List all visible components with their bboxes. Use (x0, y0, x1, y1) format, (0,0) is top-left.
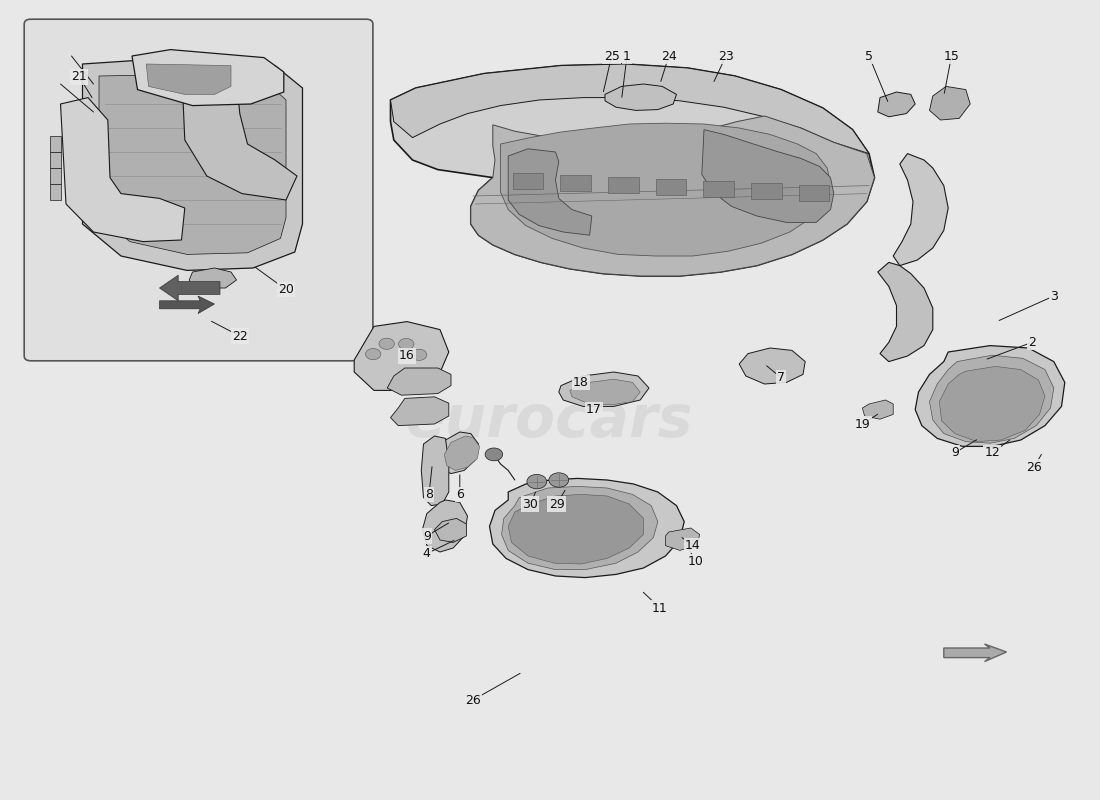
Text: 4: 4 (422, 547, 431, 560)
Polygon shape (502, 486, 658, 570)
Text: 1: 1 (623, 50, 631, 62)
Circle shape (549, 473, 569, 487)
Text: 17: 17 (586, 403, 602, 416)
Polygon shape (390, 64, 874, 276)
Circle shape (411, 349, 427, 360)
Polygon shape (421, 436, 449, 506)
Text: 3: 3 (1049, 290, 1058, 302)
Polygon shape (82, 60, 302, 270)
Polygon shape (508, 494, 644, 564)
Polygon shape (605, 84, 676, 110)
Polygon shape (508, 149, 592, 235)
Polygon shape (50, 184, 60, 200)
Text: 26: 26 (465, 694, 481, 706)
Text: 30: 30 (522, 498, 538, 510)
Text: 19: 19 (855, 418, 870, 430)
Text: 10: 10 (688, 555, 703, 568)
Text: 15: 15 (944, 50, 959, 62)
Polygon shape (182, 62, 297, 200)
Text: 14: 14 (685, 539, 701, 552)
Text: eurocars: eurocars (406, 391, 694, 449)
Polygon shape (160, 296, 215, 314)
Text: 9: 9 (950, 446, 959, 459)
Polygon shape (354, 322, 449, 390)
Polygon shape (50, 152, 60, 168)
Circle shape (485, 448, 503, 461)
Polygon shape (702, 130, 834, 222)
Polygon shape (387, 368, 451, 395)
Polygon shape (438, 432, 478, 474)
Text: 26: 26 (1026, 461, 1042, 474)
Text: 5: 5 (865, 50, 873, 62)
Text: 6: 6 (455, 488, 464, 501)
Circle shape (365, 349, 381, 360)
Circle shape (379, 338, 395, 350)
Polygon shape (390, 397, 449, 426)
Polygon shape (944, 644, 1006, 662)
Polygon shape (878, 262, 933, 362)
Polygon shape (500, 123, 830, 256)
Text: 8: 8 (425, 488, 433, 501)
Polygon shape (656, 179, 686, 195)
FancyBboxPatch shape (24, 19, 373, 361)
Polygon shape (608, 177, 639, 193)
Polygon shape (146, 64, 231, 94)
Polygon shape (60, 98, 185, 242)
Polygon shape (560, 175, 591, 191)
Polygon shape (422, 500, 468, 552)
Polygon shape (189, 268, 236, 288)
Polygon shape (390, 64, 869, 154)
Polygon shape (50, 136, 60, 152)
Polygon shape (513, 173, 543, 189)
Text: 2: 2 (1027, 336, 1036, 349)
Text: 12: 12 (984, 446, 1000, 459)
Polygon shape (160, 275, 220, 301)
Text: 9: 9 (422, 530, 431, 542)
Polygon shape (930, 355, 1054, 443)
Text: 11: 11 (652, 602, 668, 614)
Text: 23: 23 (718, 50, 734, 62)
Polygon shape (559, 372, 649, 406)
Text: 24: 24 (661, 50, 676, 62)
Polygon shape (132, 50, 284, 106)
Polygon shape (930, 86, 970, 120)
Polygon shape (862, 400, 893, 419)
Text: 18: 18 (573, 376, 588, 389)
Text: 16: 16 (399, 350, 415, 362)
Polygon shape (893, 154, 948, 266)
Text: 25: 25 (604, 50, 619, 62)
Polygon shape (99, 75, 286, 254)
Text: 20: 20 (278, 283, 294, 296)
Polygon shape (878, 92, 915, 117)
Text: 7: 7 (777, 371, 785, 384)
Polygon shape (666, 528, 700, 550)
Polygon shape (50, 168, 60, 184)
Text: 29: 29 (549, 498, 564, 510)
Polygon shape (939, 366, 1045, 442)
Polygon shape (570, 379, 640, 405)
Polygon shape (471, 116, 874, 276)
Circle shape (398, 338, 414, 350)
Polygon shape (751, 183, 782, 199)
Polygon shape (703, 181, 734, 197)
Polygon shape (915, 346, 1065, 446)
Polygon shape (444, 436, 480, 470)
Polygon shape (739, 348, 805, 384)
Text: 21: 21 (72, 70, 87, 83)
Circle shape (527, 474, 547, 489)
Polygon shape (434, 518, 466, 542)
Polygon shape (490, 478, 684, 578)
Text: 22: 22 (232, 330, 248, 342)
Polygon shape (799, 186, 829, 202)
